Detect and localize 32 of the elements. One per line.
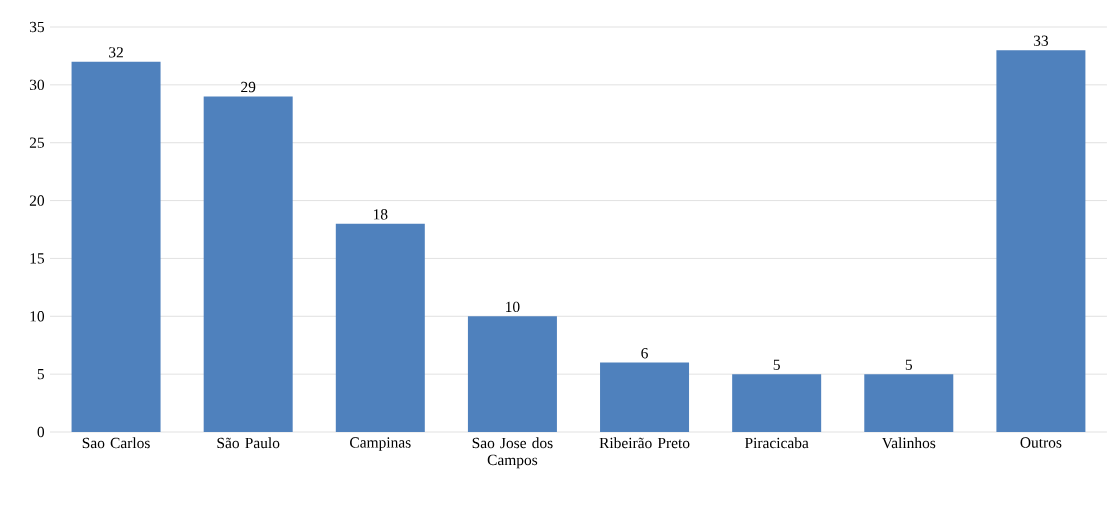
y-tick-label: 15 [30, 253, 45, 264]
y-tick-label: 35 [29, 21, 45, 33]
y-tick-label: 0 [37, 426, 45, 438]
y-tick-label: 30 [29, 79, 45, 91]
data-label: 33 [1033, 35, 1049, 46]
bar [732, 374, 822, 432]
x-tick-label: São Paulo [217, 437, 280, 449]
data-label: 18 [373, 209, 388, 220]
data-label: 29 [241, 81, 256, 93]
bar [864, 374, 954, 432]
bar [71, 61, 161, 432]
x-tick-label: Sao Carlos [82, 437, 150, 449]
y-tick-label: 10 [30, 311, 45, 322]
bar [335, 223, 425, 432]
data-label: 6 [641, 348, 648, 359]
x-tick-label: Ribeirão Preto [599, 437, 690, 449]
x-tick-label: Sao Jose dos Campos [472, 437, 553, 469]
y-tick-label: 25 [29, 137, 45, 148]
data-label: 5 [905, 359, 913, 370]
x-tick-label: Piracicaba [744, 437, 809, 449]
data-label: 5 [773, 359, 780, 370]
bar [996, 50, 1086, 432]
x-tick-label: Outros [1020, 437, 1062, 448]
x-tick-label: Campinas [350, 437, 411, 451]
data-label: 32 [109, 47, 123, 58]
y-tick-label: 5 [37, 369, 45, 380]
bar [467, 316, 557, 432]
y-tick-label: 20 [29, 195, 45, 206]
bar [600, 362, 690, 432]
data-label: 10 [506, 301, 520, 313]
x-tick-label: Valinhos [881, 437, 936, 449]
bar [203, 96, 293, 432]
